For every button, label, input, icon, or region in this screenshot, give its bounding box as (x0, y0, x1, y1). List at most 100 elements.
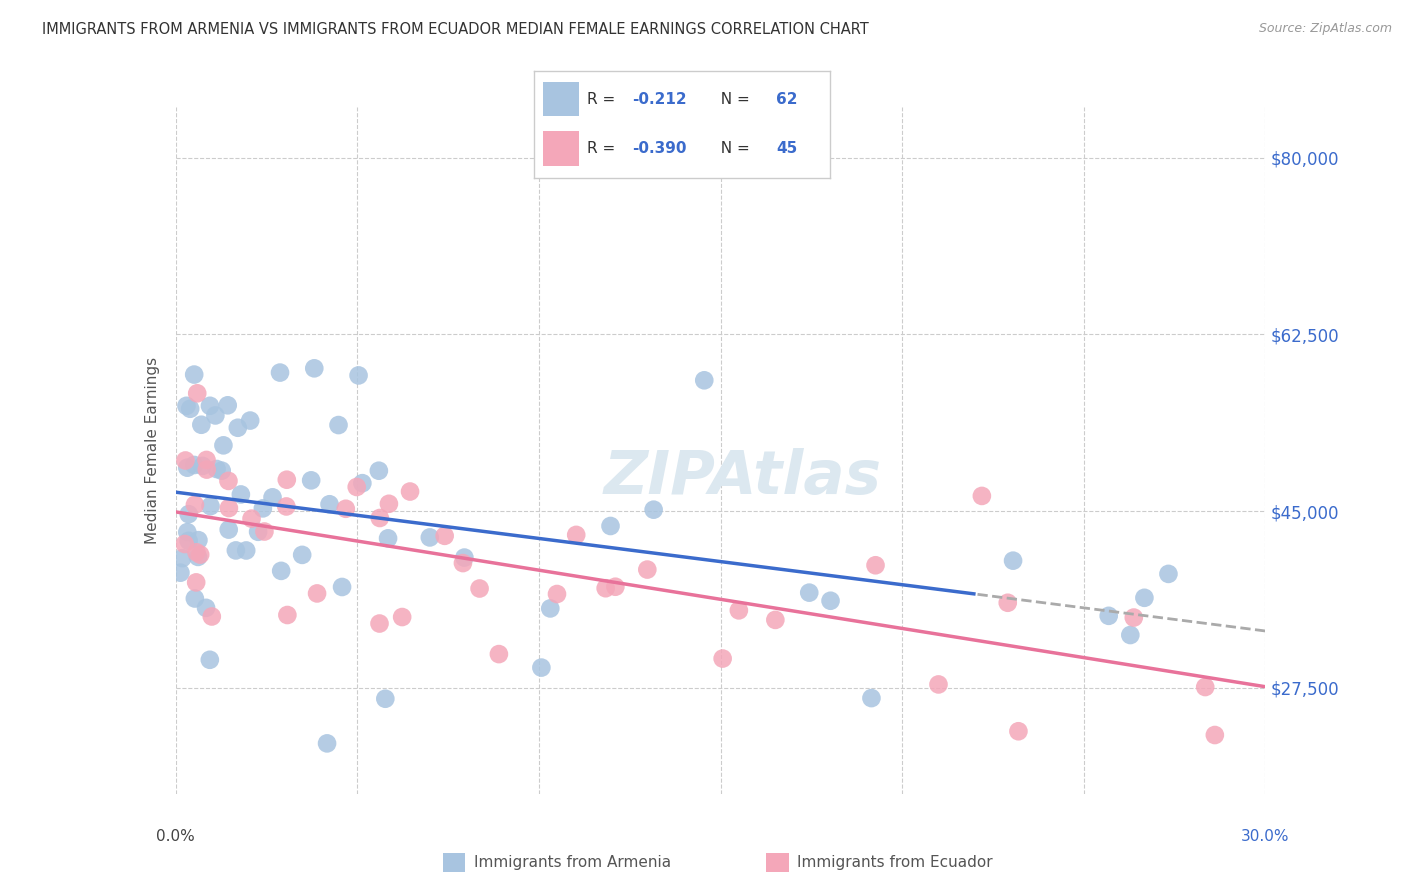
Point (328, 418, 350, 433)
Point (204, 409, 226, 423)
Point (179, 401, 201, 416)
Point (187, 533, 209, 548)
Point (276, 500, 298, 514)
Point (247, 524, 270, 539)
Point (378, 497, 401, 511)
Point (195, 462, 218, 476)
Point (377, 531, 399, 545)
Point (211, 464, 233, 478)
Point (172, 551, 194, 566)
Point (1194, 680, 1216, 694)
Point (330, 580, 353, 594)
Point (270, 564, 292, 578)
Text: R =: R = (588, 141, 620, 156)
Text: N =: N = (711, 141, 755, 156)
Point (374, 691, 396, 706)
Point (595, 581, 617, 595)
Point (225, 543, 247, 558)
Text: 45: 45 (776, 141, 797, 156)
Point (212, 438, 235, 452)
Point (347, 368, 370, 383)
Point (177, 507, 200, 521)
Point (217, 474, 239, 488)
Point (187, 549, 209, 564)
Point (1133, 591, 1156, 605)
Point (1157, 566, 1180, 581)
Point (1122, 610, 1144, 624)
Point (860, 691, 883, 706)
Point (200, 499, 222, 513)
Point (299, 473, 322, 487)
Bar (543, 82, 579, 116)
Point (419, 530, 441, 544)
Point (176, 460, 198, 475)
Text: IMMIGRANTS FROM ARMENIA VS IMMIGRANTS FROM ECUADOR MEDIAN FEMALE EARNINGS CORREL: IMMIGRANTS FROM ARMENIA VS IMMIGRANTS FR… (42, 22, 869, 37)
Point (352, 476, 374, 491)
Text: Source: ZipAtlas.com: Source: ZipAtlas.com (1258, 22, 1392, 36)
Point (195, 453, 218, 467)
Point (217, 398, 239, 412)
Point (184, 498, 207, 512)
Point (229, 487, 252, 501)
Point (186, 545, 208, 559)
Point (186, 575, 208, 590)
Point (605, 580, 627, 594)
Text: -0.390: -0.390 (631, 141, 686, 156)
Point (205, 462, 228, 476)
Point (276, 607, 298, 622)
Point (318, 497, 340, 511)
Point (763, 613, 786, 627)
Point (599, 519, 621, 533)
Point (636, 563, 658, 577)
Text: Immigrants from Ecuador: Immigrants from Ecuador (797, 855, 993, 870)
Point (188, 548, 211, 562)
Point (226, 421, 249, 435)
Text: ZIPAtlas: ZIPAtlas (603, 449, 882, 508)
Point (262, 491, 284, 505)
Point (184, 591, 207, 606)
Point (546, 587, 568, 601)
Text: Immigrants from Armenia: Immigrants from Armenia (474, 855, 671, 870)
Point (198, 653, 221, 667)
Point (316, 736, 339, 750)
Point (1098, 608, 1121, 623)
Point (711, 651, 734, 665)
Point (218, 501, 240, 516)
Text: -0.212: -0.212 (631, 92, 686, 107)
Point (970, 489, 993, 503)
Point (183, 368, 205, 382)
Point (240, 511, 263, 525)
Point (643, 502, 665, 516)
Point (276, 473, 298, 487)
Point (176, 525, 198, 540)
Point (195, 600, 218, 615)
Point (728, 603, 751, 617)
Point (218, 523, 240, 537)
Point (190, 417, 212, 432)
Point (538, 601, 561, 615)
Point (239, 413, 262, 427)
Point (346, 480, 368, 494)
Point (530, 660, 553, 674)
Point (201, 609, 224, 624)
Point (997, 596, 1019, 610)
Point (453, 550, 475, 565)
Point (565, 528, 588, 542)
Y-axis label: Median Female Earnings: Median Female Earnings (145, 357, 160, 544)
Point (367, 464, 389, 478)
Point (176, 399, 198, 413)
Point (177, 533, 200, 548)
Text: R =: R = (588, 92, 620, 107)
Point (291, 548, 314, 562)
Point (693, 373, 716, 387)
Point (1002, 554, 1025, 568)
Point (391, 610, 413, 624)
Point (399, 484, 422, 499)
Point (307, 586, 329, 600)
Point (191, 458, 214, 473)
Point (186, 386, 208, 401)
Bar (543, 131, 579, 166)
Point (174, 453, 197, 467)
Point (253, 524, 276, 539)
Point (799, 585, 821, 599)
